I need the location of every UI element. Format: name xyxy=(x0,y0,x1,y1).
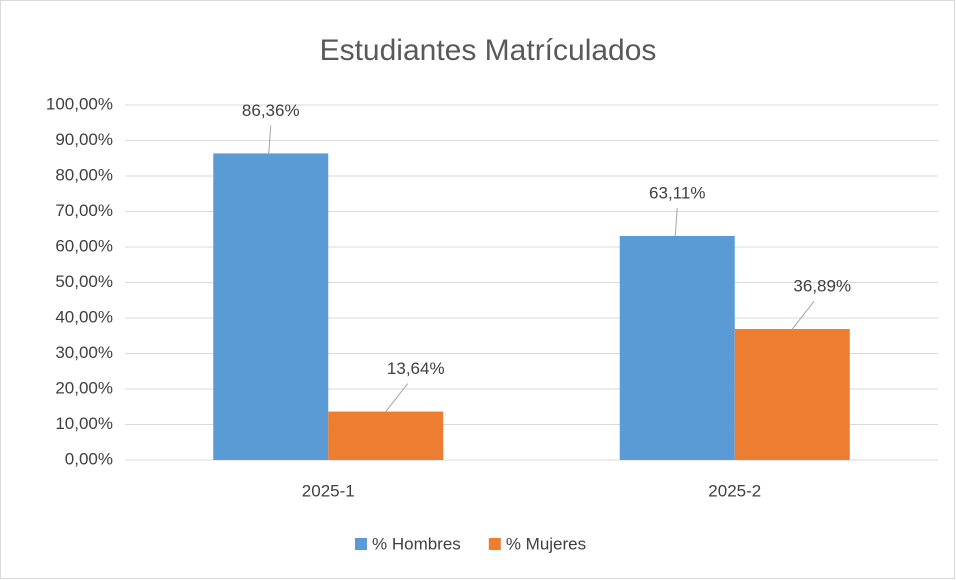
y-tick-label: 60,00% xyxy=(55,236,113,255)
y-tick-label: 90,00% xyxy=(55,130,113,149)
legend-swatch xyxy=(355,538,367,550)
y-tick-label: 20,00% xyxy=(55,378,113,397)
data-label: 63,11% xyxy=(649,183,705,202)
y-tick-label: 0,00% xyxy=(65,449,113,468)
x-tick-label: 2025-1 xyxy=(302,481,355,500)
y-tick-label: 100,00% xyxy=(46,94,113,113)
legend-label: % Hombres xyxy=(372,534,461,553)
leader-line xyxy=(674,207,678,236)
x-tick-label: 2025-2 xyxy=(708,481,761,500)
legend-label: % Mujeres xyxy=(506,534,586,553)
leader-line xyxy=(268,125,272,154)
legend-swatch xyxy=(488,538,501,550)
y-tick-label: 40,00% xyxy=(55,307,113,326)
data-label: 13,64% xyxy=(387,359,445,378)
bar xyxy=(619,235,735,460)
y-tick-label: 10,00% xyxy=(55,414,113,433)
y-tick-label: 80,00% xyxy=(55,165,113,184)
y-tick-label: 70,00% xyxy=(55,201,113,220)
bar xyxy=(734,329,850,460)
data-label: 36,89% xyxy=(793,277,851,296)
leader-line xyxy=(791,300,815,330)
data-label: 86,36% xyxy=(242,101,300,120)
bar xyxy=(328,411,444,460)
leader-line xyxy=(385,383,409,412)
bar xyxy=(213,153,329,460)
y-tick-label: 30,00% xyxy=(55,343,113,362)
y-tick-label: 50,00% xyxy=(55,272,113,291)
chart-title: Estudiantes Matrículados xyxy=(320,34,657,67)
